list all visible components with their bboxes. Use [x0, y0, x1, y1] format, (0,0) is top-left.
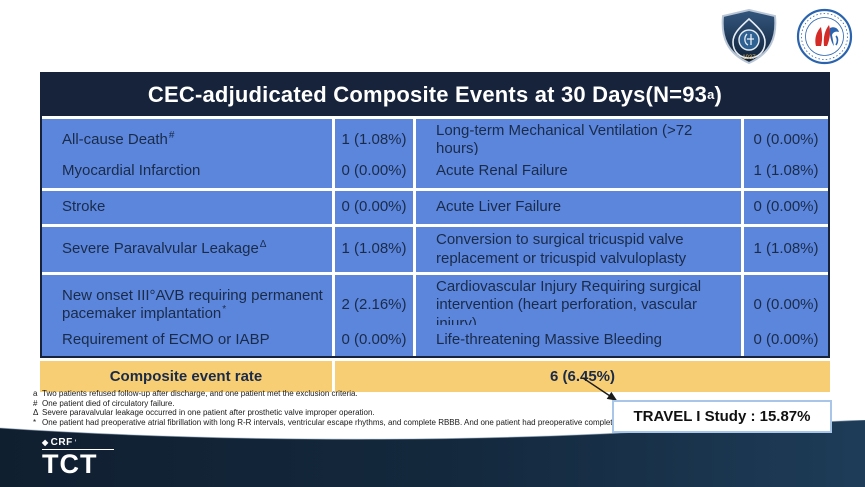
event-label: Myocardial Infarction	[42, 155, 332, 188]
footnote-text: Severe paravalvular leakage occurred in …	[42, 408, 375, 418]
footnote-line: a Two patients refused follow-up after d…	[33, 389, 643, 399]
hospital-shield-logo: 1937	[714, 8, 784, 70]
tct-label: TCT	[42, 449, 98, 479]
event-count: 0 (0.00%)	[335, 155, 413, 188]
shield-year-text: 1937	[742, 55, 756, 61]
footnote-text: One patient died of circulatory failure.	[42, 398, 175, 408]
footnote-line: * One patient had preoperative atrial fi…	[33, 418, 643, 428]
footnotes: a Two patients refused follow-up after d…	[33, 389, 643, 427]
event-count: 1 (1.08%)	[744, 155, 828, 188]
crf-label: CRF	[50, 437, 73, 448]
header-logos: 1937	[714, 8, 853, 70]
composite-rate-row: Composite event rate 6 (6.45%)	[40, 361, 830, 392]
event-label: Requirement of ECMO or IABP	[42, 325, 332, 356]
event-count: 1 (1.08%)	[335, 119, 413, 162]
table-row: New onset III°AVB requiring permanent pa…	[42, 275, 828, 336]
event-label: All-cause Death#	[42, 119, 332, 162]
table-row: Stroke 0 (0.00%) Acute Liver Failure 0 (…	[42, 191, 828, 224]
footnote-marker: #	[33, 398, 38, 408]
footnote-marker: Δ	[33, 408, 39, 418]
event-label: Acute Renal Failure	[416, 155, 741, 188]
event-label: Conversion to surgical tricuspid valve r…	[416, 227, 741, 272]
event-count: 1 (1.08%)	[744, 227, 828, 272]
footnote-line: # One patient died of circulatory failur…	[33, 399, 643, 409]
event-label: Long-term Mechanical Ventilation (>72 ho…	[416, 119, 741, 162]
table-title: CEC-adjudicated Composite Events at 30 D…	[42, 74, 828, 116]
events-table: CEC-adjudicated Composite Events at 30 D…	[40, 72, 830, 392]
event-count: 0 (0.00%)	[335, 191, 413, 224]
event-label: Severe Paravalvular LeakageΔ	[42, 227, 332, 272]
event-label: Life-threatening Massive Bleeding	[416, 325, 741, 356]
footnote-marker: Δ	[259, 239, 267, 251]
travel-study-callout: TRAVEL I Study : 15.87%	[612, 400, 832, 433]
footnote-marker: #	[168, 130, 175, 142]
travel-study-text: TRAVEL I Study : 15.87%	[633, 408, 811, 425]
event-label: Stroke	[42, 191, 332, 224]
footnote-marker: *	[222, 304, 227, 316]
event-count: 0 (0.00%)	[744, 325, 828, 356]
research-center-logo	[796, 8, 853, 70]
event-label: Acute Liver Failure	[416, 191, 741, 224]
table-row: All-cause Death# 1 (1.08%) Long-term Mec…	[42, 119, 828, 162]
event-count: 1 (1.08%)	[335, 227, 413, 272]
composite-rate-value: 6 (6.45%)	[335, 361, 830, 392]
table-row: Requirement of ECMO or IABP 0 (0.00%) Li…	[42, 325, 828, 356]
event-count: 0 (0.00%)	[744, 119, 828, 162]
event-count: 0 (0.00%)	[744, 191, 828, 224]
crf-diamond-icon: ◆	[42, 437, 49, 447]
callout-arrow	[582, 377, 618, 401]
event-count: 0 (0.00%)	[335, 325, 413, 356]
table-title-text: CEC-adjudicated Composite Events at 30 D…	[147, 82, 708, 107]
tct-logo: ◆ CRF ʼ TCT	[42, 437, 114, 478]
footnote-text: Two patients refused follow-up after dis…	[42, 389, 358, 398]
table-row: Severe Paravalvular LeakageΔ 1 (1.08%) C…	[42, 227, 828, 272]
footnote-marker: a	[33, 389, 38, 398]
composite-rate-label: Composite event rate	[40, 361, 332, 392]
crf-logo: ◆ CRF ʼ	[42, 437, 114, 450]
footnote-line: Δ Severe paravalvular leakage occurred i…	[33, 408, 643, 418]
footnote-text: One patient had preoperative atrial fibr…	[42, 417, 644, 427]
footnote-marker: *	[33, 417, 37, 427]
table-row: Myocardial Infarction 0 (0.00%) Acute Re…	[42, 155, 828, 188]
